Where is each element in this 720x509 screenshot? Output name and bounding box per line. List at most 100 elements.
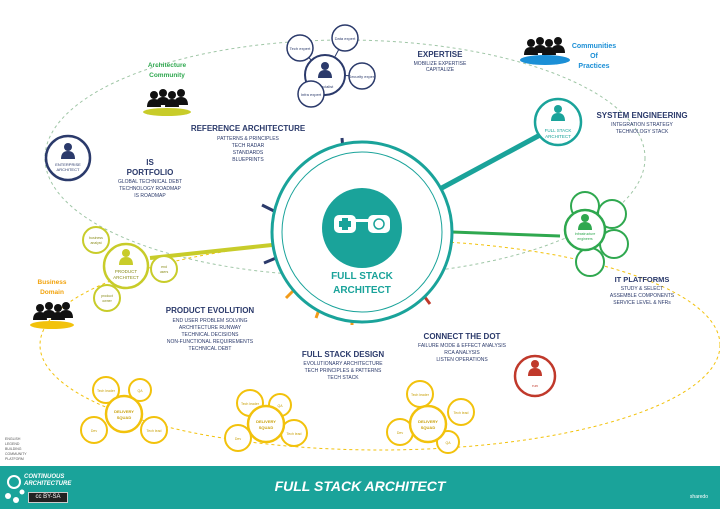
squad-member-label: Dev	[91, 429, 97, 433]
system-engineering-node-label: ARCHITECT	[545, 134, 571, 139]
squad-label: DELIVERY	[418, 419, 438, 424]
connector-product	[149, 243, 273, 260]
product-evolution-line: TECHNICAL DEBT	[189, 346, 232, 352]
glasses-icon	[334, 215, 390, 233]
communities-label: Communities	[572, 43, 616, 50]
end-users-label: users	[160, 270, 169, 274]
is-portfolio-line: TECHNOLOGY ROADMAP	[119, 186, 181, 192]
connector-it-platforms	[451, 230, 561, 238]
diagram-svg: FULL STACK ARCHITECT specialist Tech exp…	[5, 24, 720, 461]
product-evolution-line: ARCHITECTURE RUNWAY	[179, 325, 242, 331]
enterprise-architect-label: ARCHITECT	[57, 167, 80, 172]
squad-member-label: Tech lead	[454, 411, 469, 415]
product-evolution-line: TECHNICAL DECISIONS	[181, 332, 239, 338]
legend-item: BUILDING	[5, 447, 22, 451]
system-engineering-line: TECHNOLOGY STACK	[616, 129, 669, 135]
expertise-line: CAPITALIZE	[426, 67, 455, 73]
squad-label: DELIVERY	[114, 409, 134, 414]
expertise-cluster: specialist Tech expert Data expert Secur…	[286, 24, 377, 108]
footer-bar: CONTINUOUS ARCHITECTURE cc BY-SA FULL ST…	[0, 466, 720, 509]
security-expert-label: Security expert	[349, 74, 377, 79]
logo-text: CONTINUOUS ARCHITECTURE	[24, 474, 71, 488]
connector-system-engineering	[436, 132, 542, 193]
full-stack-design-line: EVOLUTIONARY ARCHITECTURE	[303, 361, 383, 367]
specialist-label: specialist	[317, 84, 334, 89]
data-expert-node	[331, 24, 359, 52]
center-title-2: ARCHITECT	[333, 285, 391, 296]
squad-member-label: QA	[277, 404, 283, 408]
reference-architecture-title: REFERENCE ARCHITECTURE	[191, 124, 306, 133]
system-engineering-node-label: FULL STACK	[545, 128, 572, 133]
it-platforms-node-label: Infrastructure	[575, 232, 596, 236]
product-owner-label: owner	[102, 299, 112, 303]
business-domain-label: Business	[38, 279, 67, 286]
tech-expert-label: Tech expert	[290, 46, 312, 51]
product-architect-cluster: business analyst end users product owner…	[82, 226, 178, 312]
run-node: run	[513, 354, 557, 398]
business-domain-label: Domain	[40, 289, 64, 296]
architecture-community-icon	[143, 89, 191, 116]
squad-member-label: Tech leader	[411, 393, 430, 397]
connect-the-dot-line: RCA ANALYSIS	[444, 350, 480, 356]
product-evolution-line: NON-FUNCTIONAL REQUIREMENTS	[167, 339, 254, 345]
squad-label: SQUAD	[421, 425, 436, 430]
data-expert-label: Data expert	[335, 36, 357, 41]
communities-label: Of	[590, 53, 598, 60]
is-portfolio-line: IS ROADMAP	[134, 193, 166, 199]
business-analyst-label: analyst	[90, 241, 101, 245]
run-label: run	[532, 383, 538, 388]
architecture-community-label: Community	[149, 72, 185, 79]
product-architect-label: PRODUCT	[115, 269, 138, 274]
is-portfolio-title: PORTFOLIO	[127, 168, 174, 177]
delivery-squad-3: Tech leader Tech lead Dev QA DELIVERY SQ…	[386, 380, 475, 454]
connect-the-dot-line: LISTEN OPERATIONS	[436, 357, 488, 363]
delivery-squad-1: Tech leader QA Dev Tech lead DELIVERY SQ…	[80, 376, 168, 444]
it-platforms-line: STUDY & SELECT	[621, 286, 663, 292]
communities-group-icon	[520, 37, 570, 65]
it-platforms-node-label: engineers	[577, 237, 593, 241]
enterprise-architect-label: ENTERPRISE	[55, 162, 81, 167]
it-platforms-line: SERVICE LEVEL & NFRs	[613, 300, 671, 306]
it-platforms-cluster: Infrastructure engineers	[563, 191, 629, 277]
system-engineering-title: SYSTEM ENGINEERING	[596, 111, 687, 120]
infra-expert-label: Infra expert	[301, 92, 322, 97]
security-expert-node	[348, 62, 376, 90]
squad-label: SQUAD	[117, 415, 132, 420]
squad-label: DELIVERY	[256, 419, 276, 424]
expertise-title: EXPERTISE	[418, 50, 464, 59]
infra-expert-node	[297, 80, 325, 108]
it-platforms-line: ASSEMBLE COMPONENTS	[610, 293, 675, 299]
legend-item: COMMUNITY	[5, 452, 27, 456]
cc-license-badge: cc BY-SA	[28, 492, 68, 503]
system-engineering-line: INTEGRATION STRATEGY	[611, 122, 673, 128]
full-stack-design-line: TECH STACK	[327, 375, 359, 381]
center-node: FULL STACK ARCHITECT	[270, 140, 454, 324]
enterprise-architect-node: ENTERPRISE ARCHITECT	[44, 134, 92, 182]
glasses-badge	[322, 188, 402, 268]
center-title-1: FULL STACK	[331, 271, 394, 282]
continuous-architecture-logo-icon	[5, 475, 25, 503]
architecture-community-label: Architecture	[148, 62, 187, 69]
communities-label: Practices	[578, 63, 609, 70]
reference-architecture-line: STANDARDS	[233, 150, 264, 156]
it-platforms-title: IT PLATFORMS	[615, 275, 670, 284]
delivery-squad-2: Tech leader QA Dev Tech lead DELIVERY SQ…	[224, 389, 308, 452]
connect-the-dot-line: FAILURE MODE & EFFECT ANALYSIS	[418, 343, 507, 349]
product-architect-label: ARCHITECT	[113, 275, 139, 280]
business-analyst-label: business	[89, 236, 103, 240]
system-engineering-node: FULL STACK ARCHITECT	[533, 97, 583, 147]
brand-label: sharedo	[689, 494, 708, 500]
end-users-label: end	[161, 265, 167, 269]
product-evolution-title: PRODUCT EVOLUTION	[166, 306, 255, 315]
product-evolution-line: END USER PROBLEM SOLVING	[173, 318, 248, 324]
squad-member-label: QA	[137, 389, 143, 393]
legend-item: ENGLISH	[5, 437, 21, 441]
business-domain-icon	[30, 302, 74, 329]
reference-architecture-line: TECH RADAR	[232, 143, 265, 149]
full-stack-design-line: TECH PRINCIPLES & PATTERNS	[305, 368, 382, 374]
squad-label: SQUAD	[259, 425, 274, 430]
footer-title: FULL STACK ARCHITECT	[274, 478, 446, 494]
squad-member-label: Dev	[397, 431, 403, 435]
expertise-line: MOBILIZE EXPERTISE	[414, 61, 467, 67]
